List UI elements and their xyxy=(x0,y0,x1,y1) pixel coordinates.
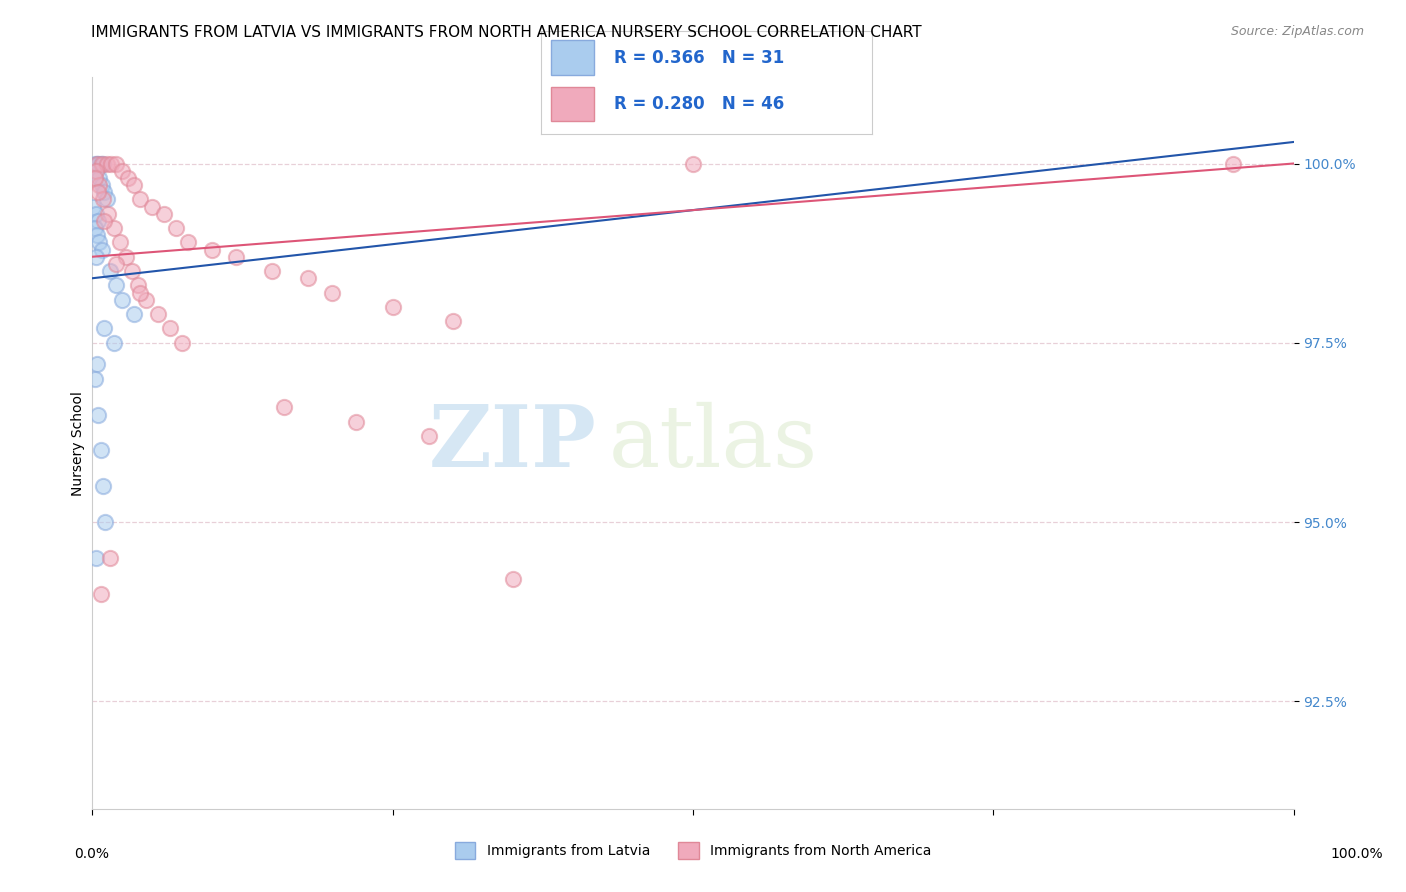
Text: 100.0%: 100.0% xyxy=(1330,847,1384,861)
Point xyxy=(129,193,152,207)
Point xyxy=(122,178,145,192)
Point xyxy=(94,515,117,529)
Point xyxy=(90,178,112,192)
Point xyxy=(111,293,134,307)
Point xyxy=(84,163,107,178)
Point xyxy=(381,300,404,314)
Text: ZIP: ZIP xyxy=(429,401,596,485)
Point xyxy=(90,156,112,170)
Point xyxy=(84,551,107,566)
Point xyxy=(1222,156,1244,170)
Point xyxy=(86,357,108,371)
Y-axis label: Nursery School: Nursery School xyxy=(72,391,86,496)
Text: 0.0%: 0.0% xyxy=(75,847,108,861)
Point xyxy=(89,178,111,192)
Point xyxy=(177,235,200,250)
Point xyxy=(89,170,111,185)
Point xyxy=(84,207,107,221)
Point xyxy=(90,443,112,458)
Point xyxy=(159,321,181,335)
Text: Source: ZipAtlas.com: Source: ZipAtlas.com xyxy=(1230,25,1364,38)
Point xyxy=(87,185,110,199)
Text: R = 0.280   N = 46: R = 0.280 N = 46 xyxy=(614,95,785,113)
Point xyxy=(83,221,105,235)
Point xyxy=(103,221,125,235)
Text: IMMIGRANTS FROM LATVIA VS IMMIGRANTS FROM NORTH AMERICA NURSERY SCHOOL CORRELATI: IMMIGRANTS FROM LATVIA VS IMMIGRANTS FRO… xyxy=(91,25,922,40)
Point xyxy=(96,156,118,170)
Point xyxy=(82,200,104,214)
Point xyxy=(441,314,464,328)
Point xyxy=(111,163,134,178)
Point xyxy=(86,156,108,170)
Point xyxy=(225,250,247,264)
Point xyxy=(84,163,107,178)
Point xyxy=(83,170,105,185)
Point xyxy=(84,250,107,264)
Point xyxy=(122,307,145,321)
Point xyxy=(201,243,224,257)
Point xyxy=(98,264,121,278)
Point xyxy=(135,293,157,307)
Point xyxy=(103,335,125,350)
Point xyxy=(91,193,114,207)
Point xyxy=(297,271,319,285)
Text: atlas: atlas xyxy=(609,401,818,485)
Point xyxy=(90,156,112,170)
Point xyxy=(86,156,108,170)
Point xyxy=(105,278,128,293)
Point xyxy=(87,214,110,228)
Point xyxy=(262,264,284,278)
Point xyxy=(105,257,128,271)
Point xyxy=(97,207,120,221)
Point xyxy=(93,321,115,335)
Point xyxy=(83,156,105,170)
Point xyxy=(93,185,115,199)
Point xyxy=(105,156,128,170)
FancyBboxPatch shape xyxy=(551,87,595,121)
Point xyxy=(172,335,194,350)
Point xyxy=(86,228,108,243)
Point xyxy=(502,573,524,587)
Point xyxy=(141,200,163,214)
Text: R = 0.366   N = 31: R = 0.366 N = 31 xyxy=(614,49,785,67)
Point xyxy=(87,156,110,170)
Point xyxy=(418,429,440,443)
Legend: Immigrants from Latvia, Immigrants from North America: Immigrants from Latvia, Immigrants from … xyxy=(449,836,936,864)
Point xyxy=(83,372,105,386)
Point xyxy=(153,207,176,221)
Point xyxy=(121,264,143,278)
Point xyxy=(93,214,115,228)
Point xyxy=(100,156,122,170)
Point xyxy=(273,401,295,415)
Point xyxy=(89,235,111,250)
Point xyxy=(96,193,118,207)
Point xyxy=(165,221,187,235)
Point xyxy=(87,408,110,422)
Point xyxy=(346,415,368,429)
Point xyxy=(148,307,170,321)
Point xyxy=(98,551,121,566)
Point xyxy=(117,170,139,185)
Point xyxy=(114,250,136,264)
FancyBboxPatch shape xyxy=(551,40,595,75)
Point xyxy=(91,156,114,170)
Point xyxy=(91,479,114,493)
Point xyxy=(321,285,343,300)
Point xyxy=(682,156,704,170)
Point xyxy=(127,278,149,293)
Point xyxy=(90,587,112,601)
Point xyxy=(129,285,152,300)
Point xyxy=(108,235,131,250)
Point xyxy=(90,243,112,257)
